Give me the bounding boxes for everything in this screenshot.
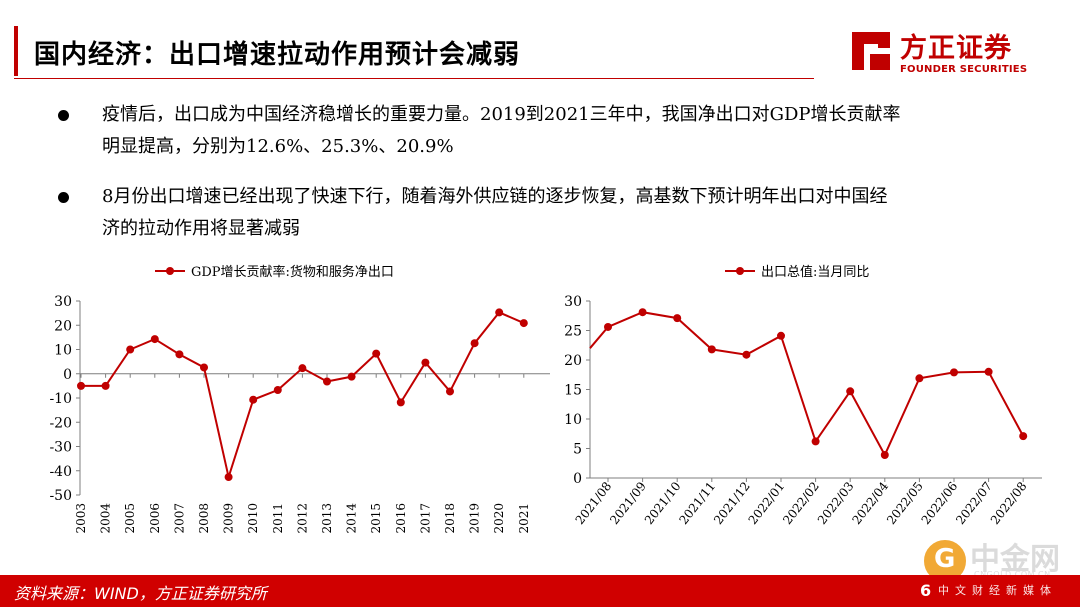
x-tick-label: 2004 — [99, 503, 113, 534]
data-point — [150, 335, 159, 344]
chart-gdp-contribution: GDP增长贡献率:货物和服务净出口 30 20 10 0 -10 -20 -30 -40 -50 2… — [20, 254, 560, 574]
logo-cn-text: 方正证券 — [900, 33, 1012, 64]
chart-export-yoy-svg: 出口总值:当月同比3025201510502021/082021/092021/… — [564, 264, 1042, 527]
y-tick-label: 10 — [54, 343, 72, 359]
data-point — [200, 363, 208, 372]
data-point — [811, 437, 820, 446]
founder-logo-icon — [852, 32, 890, 70]
data-point — [495, 308, 504, 317]
y-tick-label: 30 — [54, 294, 72, 310]
data-point — [421, 358, 430, 367]
bullet-2-line2: 济的拉动作用将显著减弱 — [102, 218, 300, 239]
y-tick-label: 30 — [564, 294, 582, 310]
y-tick-label: -30 — [49, 440, 72, 456]
x-tick-label: 2008 — [197, 503, 211, 534]
x-tick-label: 2014 — [345, 503, 359, 534]
y-tick-label: 5 — [573, 442, 582, 458]
page-number: 6 — [920, 581, 932, 600]
x-tick-label: 2003 — [74, 503, 88, 534]
y-tick-label: -50 — [49, 488, 72, 504]
data-point — [707, 345, 716, 354]
x-tick-label: 2018 — [443, 503, 457, 534]
data-point — [347, 372, 356, 381]
data-point — [470, 339, 479, 348]
data-point — [372, 349, 381, 358]
x-tick-label: 2011 — [271, 503, 285, 534]
y-tick-label: -10 — [49, 391, 72, 407]
watermark-url: CNGOLD.COM.CN — [974, 570, 1051, 579]
y-tick-label: 20 — [564, 353, 582, 369]
data-point — [175, 350, 184, 359]
chart-gdp-contribution-svg: GDP增长贡献率:货物和服务净出口3020100-10-20-30-40-502… — [49, 264, 550, 534]
x-tick-label: 2010 — [246, 503, 260, 534]
x-tick-label: 2021 — [517, 503, 531, 534]
data-point — [101, 381, 110, 390]
legend-label: 出口总值:当月同比 — [761, 264, 869, 280]
y-tick-label: -40 — [49, 464, 72, 480]
y-tick-label: 20 — [54, 318, 72, 334]
x-tick-label: 2022/08 — [988, 479, 1030, 527]
x-tick-label: 2005 — [123, 503, 137, 534]
data-point — [126, 345, 135, 354]
legend-marker — [736, 267, 744, 275]
bullet-dot — [58, 192, 69, 203]
data-point — [984, 367, 993, 376]
data-point — [298, 364, 307, 373]
data-point — [638, 308, 647, 317]
legend-marker — [166, 267, 174, 275]
data-point — [1019, 432, 1028, 441]
bullet-2-line1: 8月份出口增速已经出现了快速下行，随着海外供应链的逐步恢复，高基数下预计明年出口… — [102, 186, 888, 207]
data-point — [777, 331, 785, 340]
data-point — [673, 314, 682, 323]
watermark-symbol: G — [934, 544, 956, 574]
y-tick-label: 25 — [564, 324, 582, 340]
title-underline — [14, 78, 814, 79]
y-tick-label: 15 — [564, 383, 582, 399]
x-tick-label: 2009 — [222, 503, 236, 534]
x-tick-label: 2017 — [418, 503, 432, 534]
slide-title: 国内经济：出口增速拉动作用预计会减弱 — [34, 40, 521, 70]
x-tick-label: 2020 — [492, 503, 506, 534]
data-point — [846, 387, 855, 396]
data-point — [880, 450, 889, 459]
source-note: 资料来源：WIND，方正证券研究所 — [14, 584, 267, 603]
legend-label: GDP增长贡献率:货物和服务净出口 — [191, 264, 394, 280]
bullet-1-line1: 疫情后，出口成为中国经济稳增长的重要力量。2019到2021三年中，我国净出口对… — [102, 104, 901, 125]
logo-en-text: FOUNDER SECURITIES — [900, 64, 1028, 75]
data-point — [950, 368, 958, 377]
data-point — [519, 319, 528, 328]
data-point — [249, 395, 258, 404]
data-point — [604, 322, 612, 331]
x-tick-label: 2007 — [172, 503, 186, 534]
watermark-cn: 中金网 — [970, 542, 1060, 577]
x-tick-label: 2013 — [320, 503, 334, 534]
data-point — [742, 350, 751, 359]
y-tick-label: 0 — [573, 471, 582, 487]
data-point — [446, 387, 454, 396]
series-line — [81, 311, 525, 481]
chart-export-yoy: 出口总值:当月同比 30 25 20 15 10 5 0 2021/08 2021/09 2021/… — [540, 254, 1060, 574]
x-tick-label: 2012 — [295, 503, 309, 534]
x-tick-label: 2016 — [394, 503, 408, 534]
founder-logo: 方正证券 FOUNDER SECURITIES — [848, 26, 1038, 80]
data-point — [915, 374, 924, 383]
x-tick-label: 2019 — [468, 503, 482, 534]
data-point — [323, 377, 331, 386]
series-line — [589, 311, 1025, 458]
x-tick-label: 2015 — [369, 503, 383, 534]
data-point — [77, 381, 85, 390]
footer-bar: 资料来源：WIND，方正证券研究所 6 — [0, 575, 1080, 607]
bullet-dot — [58, 110, 69, 121]
bullet-1-line2: 明显提高，分别为12.6%、25.3%、20.9% — [102, 136, 454, 157]
x-tick-label: 2006 — [148, 503, 162, 534]
y-tick-label: -20 — [49, 415, 72, 431]
data-point — [273, 385, 282, 394]
title-accent-bar — [14, 26, 18, 76]
y-tick-label: 0 — [63, 367, 72, 383]
data-point — [224, 473, 233, 482]
y-tick-label: 10 — [564, 412, 582, 428]
data-point — [396, 398, 405, 407]
